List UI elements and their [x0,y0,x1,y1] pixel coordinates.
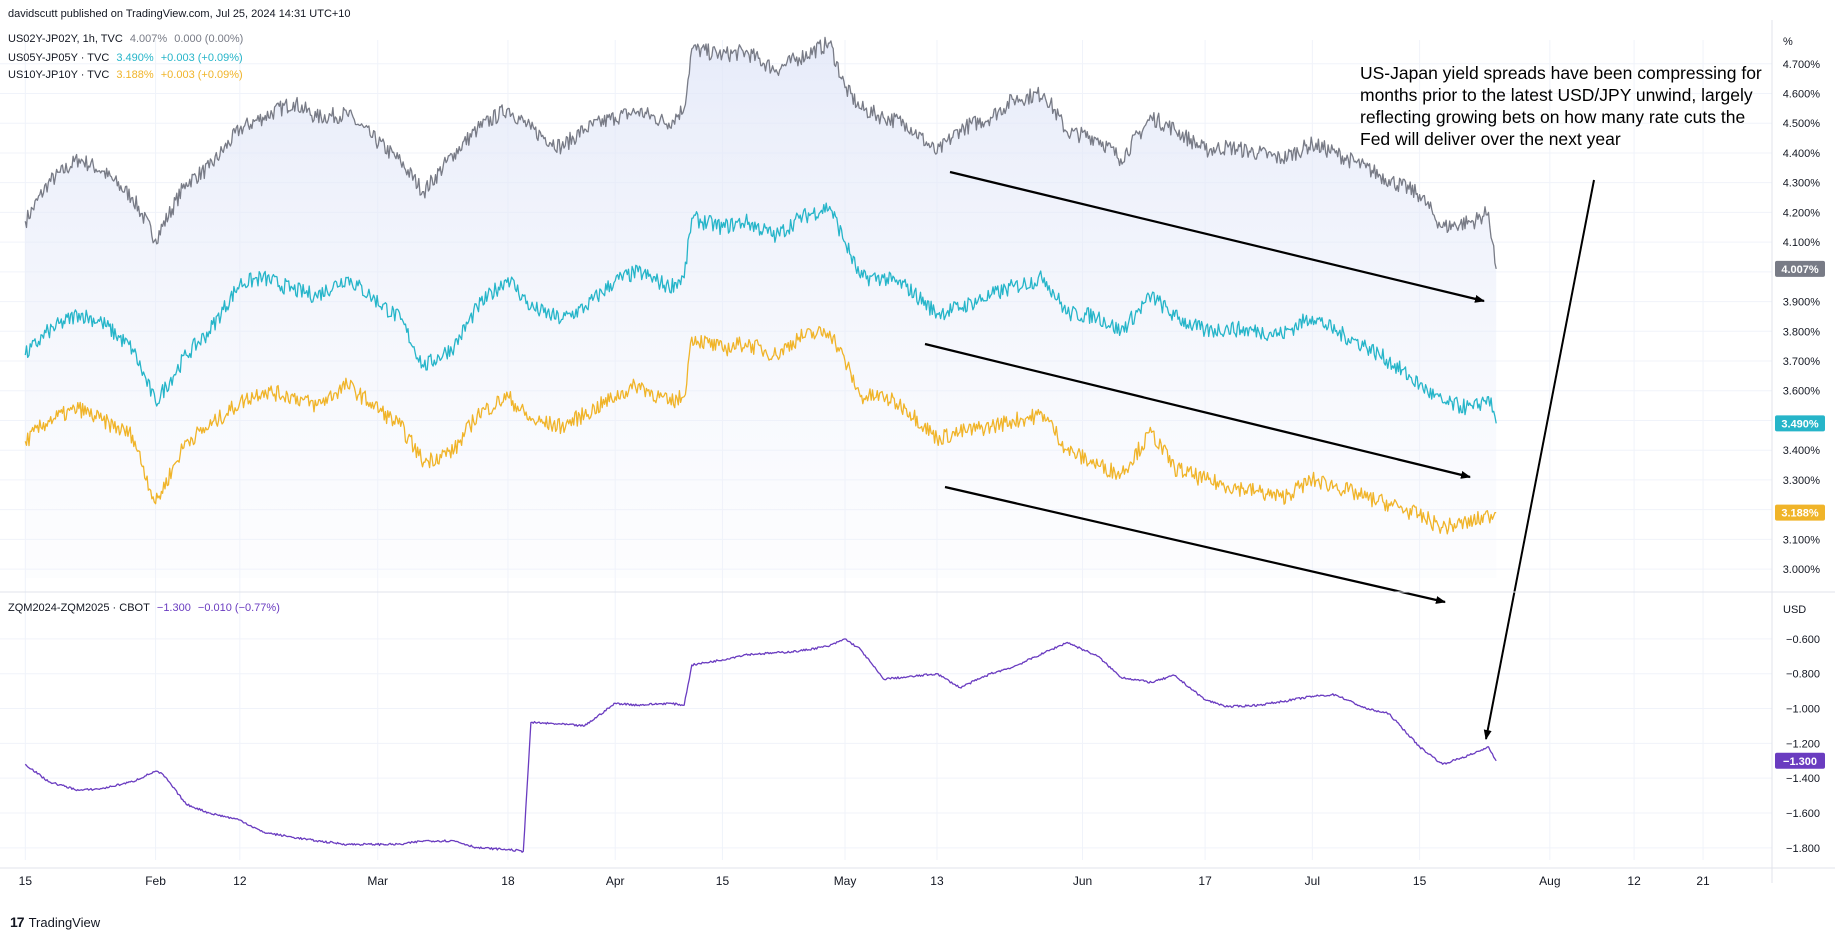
y-tick-label: −1.200 [1786,738,1820,750]
legend-series-1[interactable]: US02Y-JP02Y, 1h, TVC 4.007% 0.000 (0.00%… [8,33,247,45]
legend-change: +0.003 (+0.09%) [160,69,243,81]
x-tick-label: 15 [19,874,33,888]
unit-label-top[interactable]: % [1783,36,1793,48]
y-axis-top[interactable]: 4.700% 4.600% 4.500% 4.400% 4.300% 4.200% 4.10… [1783,59,1821,576]
series-line-ZQM2024-ZQM2025[interactable] [24,638,1497,853]
x-tick-label: Mar [367,874,388,888]
y-tick-label: 4.600% [1783,89,1821,101]
legend-name: US10Y-JP10Y · TVC [8,69,110,81]
annotation-arrow [1483,179,1595,740]
y-tick-label: 4.500% [1783,118,1821,130]
last-value-badge [1775,752,1825,769]
last-value-badge [1775,260,1825,277]
y-tick-label: 3.600% [1783,386,1821,398]
last-value-text: 4.007% [1781,264,1819,276]
y-tick-label: 3.100% [1783,534,1821,546]
legend-change: 0.000 (0.00%) [174,33,244,45]
legend-series-2[interactable]: US05Y-JP05Y · TVC 3.490% +0.003 (+0.09%) [8,52,247,64]
x-tick-label: Jun [1073,874,1092,888]
series-line-US02Y-JP02Y[interactable] [24,36,1497,270]
x-tick-label: May [834,874,857,888]
series-line-US10Y-JP10Y[interactable] [24,325,1497,535]
x-tick-label: 15 [1413,874,1427,888]
x-tick-label: 21 [1696,874,1710,888]
legend-name: US02Y-JP02Y, 1h, TVC [8,33,123,45]
series-bottom [24,638,1497,853]
y-tick-label: 4.100% [1783,237,1821,249]
last-value-labels: 4.007% 3.490% 3.188% −1.300 [1775,260,1825,769]
last-value-text: −1.300 [1783,756,1817,768]
x-tick-label: 15 [716,874,730,888]
y-tick-label: 3.800% [1783,326,1821,338]
tradingview-logo-icon: 17 [10,914,25,930]
trend-arrows [924,170,1595,740]
legend-value: −1.300 [156,602,191,614]
grid-bottom [0,638,1772,849]
tradingview-brand[interactable]: 17 TradingView [10,914,100,930]
y-tick-label: 3.300% [1783,475,1821,487]
legend-series-bottom[interactable]: ZQM2024-ZQM2025 · CBOT −1.300 −0.010 (−0… [8,602,284,614]
y-tick-label: −1.400 [1786,773,1820,785]
legend-change: +0.003 (+0.09%) [160,52,243,64]
y-tick-label: −0.800 [1786,669,1820,681]
legend-value: 3.188% [116,69,154,81]
y-tick-label: −1.000 [1786,704,1820,716]
y-tick-label: 3.900% [1783,297,1821,309]
last-value-text: 3.490% [1781,418,1819,430]
trend-arrow-3 [944,485,1446,604]
x-tick-label: Aug [1539,874,1560,888]
trend-arrow-2 [924,342,1471,479]
series-line-US05Y-JP05Y[interactable] [24,202,1497,424]
x-tick-label: 17 [1198,874,1212,888]
unit-label-bottom[interactable]: USD [1783,604,1807,616]
legend-name: ZQM2024-ZQM2025 · CBOT [8,602,150,614]
y-tick-label: 4.400% [1783,148,1821,160]
x-tick-label: Feb [145,874,166,888]
published-header: davidscutt published on TradingView.com,… [8,8,351,20]
x-tick-label: 13 [930,874,944,888]
y-tick-label: 4.300% [1783,178,1821,190]
x-tick-label: 18 [501,874,515,888]
y-axis-bottom[interactable]: −0.600 −0.800 −1.000 −1.200 −1.400 −1.600 −1.8… [1786,634,1820,855]
y-tick-label: 3.400% [1783,445,1821,457]
last-value-badge [1775,415,1825,432]
x-tick-label: 12 [233,874,247,888]
legend-series-3[interactable]: US10Y-JP10Y · TVC 3.188% +0.003 (+0.09%) [8,69,247,81]
y-tick-label: 3.700% [1783,356,1821,368]
brand-name: TradingView [28,914,101,930]
area-fill-path [25,37,1497,578]
x-tick-label: 12 [1627,874,1641,888]
y-tick-label: 4.700% [1783,59,1821,71]
legend-change: −0.010 (−0.77%) [197,602,280,614]
y-tick-label: 4.200% [1783,207,1821,219]
y-tick-label: 3.000% [1783,564,1821,576]
y-tick-label: −1.600 [1786,808,1820,820]
x-tick-label: Apr [606,874,625,888]
x-axis[interactable]: 15 Feb 12 Mar 18 Apr 15 May 13 Jun 17 Jul 15 Aug 12 21 [19,874,1710,888]
series-top [24,36,1497,535]
legend-value: 4.007% [129,33,168,45]
trend-arrow-1 [949,170,1485,303]
legend-name: US05Y-JP05Y · TVC [8,52,110,64]
area-fill [25,37,1497,578]
annotation-text: US-Japan yield spreads have been compres… [1360,63,1762,149]
legend-value: 3.490% [116,52,154,64]
last-value-text: 3.188% [1781,508,1819,520]
x-tick-label: Jul [1305,874,1320,888]
last-value-badge [1775,504,1825,521]
y-tick-label: −0.600 [1786,634,1820,646]
y-tick-label: −1.800 [1786,843,1820,855]
